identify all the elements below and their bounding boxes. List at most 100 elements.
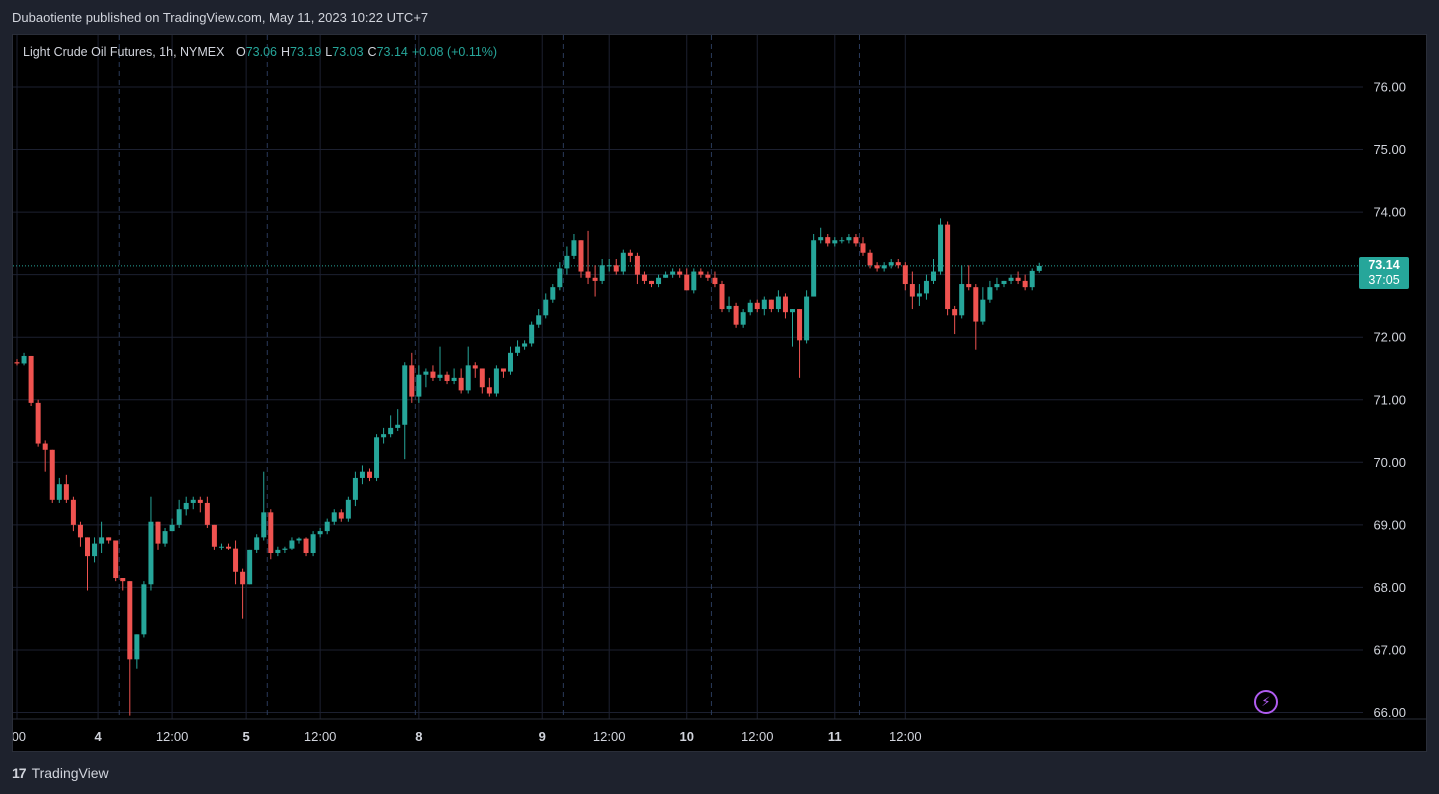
x-tick-label: 9 [539,729,546,744]
candle-body [254,537,260,550]
candle-body [402,365,408,425]
candle-body [155,521,161,544]
candle-body [994,284,1000,288]
publish-line: Dubaotiente published on TradingView.com… [12,9,429,25]
candle-body [331,512,337,522]
candle-body [825,237,831,244]
candle-body [916,293,922,297]
candle-body [726,305,732,310]
candle-body [141,584,147,635]
candle-body [677,271,683,275]
candle-body [416,374,422,397]
candle-body [585,271,591,278]
candle-body [240,571,246,585]
x-tick-label: :00 [13,729,26,744]
candle-body [367,471,372,478]
candle-body [839,240,845,242]
candle-body [782,296,788,313]
x-tick-label: 12:00 [593,729,626,744]
candle-body [550,287,556,300]
candle-body [804,296,810,341]
candle-body [247,549,253,585]
candle-body [85,537,90,557]
candle-body [275,549,281,553]
candle-body [479,368,485,388]
candle-body [712,277,718,285]
candle-body [381,434,387,438]
candle-body [1029,270,1035,288]
candle-body [895,262,901,266]
candle-body [670,271,676,275]
candle-body [740,312,746,325]
candle-body [303,538,309,553]
candle-body [775,296,781,310]
candle-body [952,309,958,316]
y-tick-label: 66.00 [1373,705,1406,720]
x-tick-label: 12:00 [741,729,774,744]
ohlc-legend: Light Crude Oil Futures, 1h, NYMEX O73.0… [23,45,497,59]
candle-body [515,346,521,353]
y-tick-label: 69.00 [1373,517,1406,532]
candle-body [42,443,48,450]
legend-open: 73.06 [245,45,277,59]
candle-body [966,284,972,288]
candle-body [28,355,34,403]
candle-body [352,477,358,500]
candle-body [606,265,612,267]
y-tick-label: 68.00 [1373,580,1406,595]
candle-body [733,305,739,325]
legend-high: 73.19 [290,45,322,59]
candle-body [127,581,133,660]
candle-body [99,537,105,544]
candle-body [578,240,584,272]
candle-body [261,512,267,538]
candle-body [21,355,27,364]
x-tick-label: 10 [680,729,694,744]
candle-body [56,484,62,500]
candle-body [423,371,429,375]
candle-body [634,255,640,275]
candle-body [923,280,929,294]
candle-body [931,271,936,281]
tradingview-logo-icon: 17 [12,765,27,781]
candle-body [226,546,231,549]
candle-body [395,424,401,428]
candle-body [641,274,647,281]
candle-body [761,299,767,310]
candlestick-chart[interactable]: 76.0075.0074.0073.0072.0071.0070.0069.00… [13,35,1426,751]
candle-body [359,471,365,478]
x-tick-label: 11 [828,729,842,744]
candle-body [1008,277,1014,281]
candle-body [874,265,880,269]
candle-body [888,262,894,266]
y-tick-label: 72.00 [1373,330,1406,345]
candle-body [536,315,542,325]
candle-body [500,368,506,372]
candle-body [846,237,852,241]
candle-body [698,271,704,275]
candle-body [705,274,711,278]
x-tick-label: 12:00 [156,729,189,744]
candle-body [613,265,619,272]
y-tick-label: 76.00 [1373,80,1406,95]
candle-body [437,374,443,378]
candle-body [557,268,563,288]
chart-frame[interactable]: 76.0075.0074.0073.0072.0071.0070.0069.00… [12,34,1427,752]
candle-body [444,374,450,381]
lightning-bolt-icon[interactable]: ⚡︎ [1254,690,1278,714]
candle-body [486,387,492,394]
candle-body [797,309,803,341]
candle-body [169,524,175,532]
x-tick-label: 8 [415,729,422,744]
candle-body [190,499,196,503]
y-tick-label: 71.00 [1373,392,1406,407]
candle-body [35,402,41,444]
candle-body [592,277,598,281]
last-price-tag: 73.14 37:05 [1359,257,1409,289]
candle-body [663,274,669,278]
candle-body [77,524,83,538]
candle-body [374,437,380,478]
footer-brand: TradingView [31,765,109,781]
candle-body [867,252,873,266]
candle-body [853,237,859,244]
